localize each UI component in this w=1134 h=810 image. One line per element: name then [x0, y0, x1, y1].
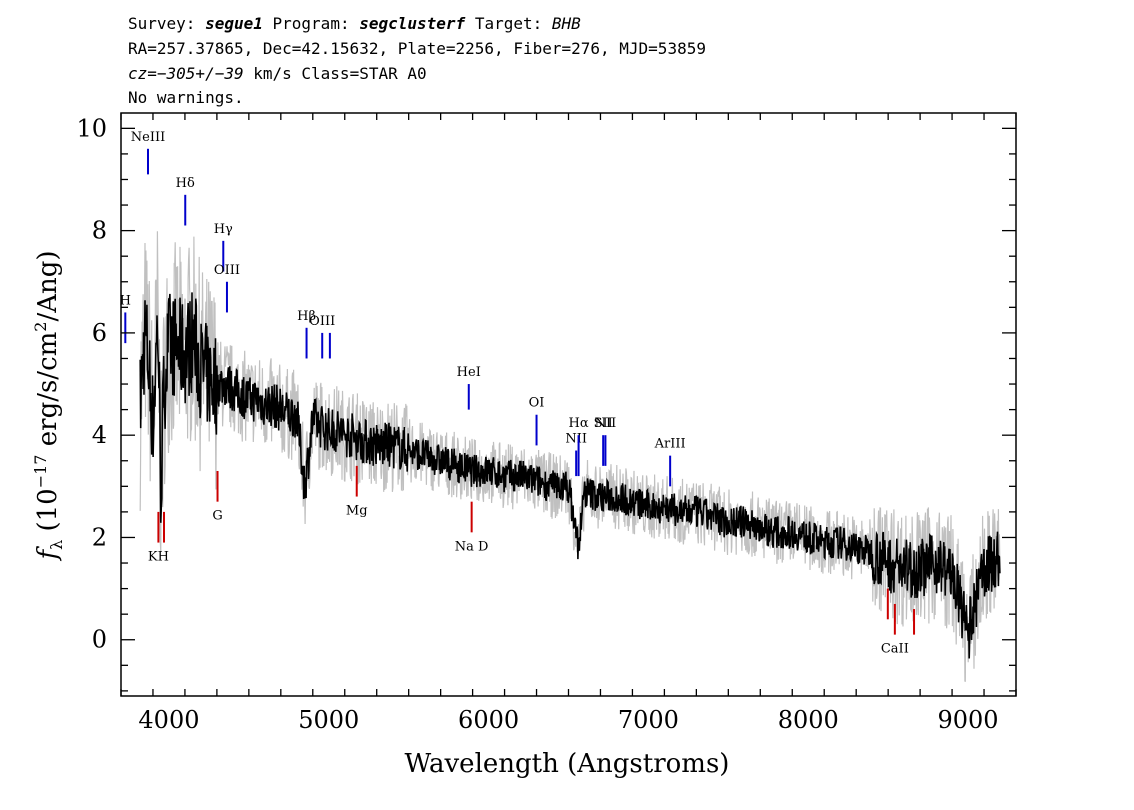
header-line3: cz=−305+/−39 km/s Class=STAR A0: [128, 64, 427, 83]
x-axis-title: Wavelength (Angstroms): [405, 749, 730, 779]
header-line4: No warnings.: [128, 88, 244, 107]
line-label-19: Na D: [455, 539, 489, 554]
flux-line: [139, 292, 1001, 659]
y-axis-title-sub: λ: [47, 540, 66, 550]
line-label-3: OIII: [214, 263, 240, 278]
x-tick-label-5000: 5000: [298, 706, 359, 734]
line-label-9: OI: [529, 396, 545, 411]
line-label-5: Hβ: [297, 309, 316, 324]
header: Survey: segue1 Program: segclusterf Targ…: [128, 14, 706, 107]
x-tick-label-7000: 7000: [618, 706, 679, 734]
y-tick-label-6: 6: [92, 319, 107, 347]
line-label-2: Hγ: [214, 222, 233, 237]
y-axis-title-end: /Ang): [33, 250, 63, 321]
line-label-13: NII: [595, 416, 617, 431]
line-label-12: SII: [594, 416, 613, 431]
line-label-14: ArIII: [654, 437, 686, 452]
header-line2: RA=257.37865, Dec=42.15632, Plate=2256, …: [128, 39, 706, 58]
y-tick-label-8: 8: [92, 217, 107, 245]
line-label-1: Hδ: [176, 176, 195, 191]
header-line1: Survey: segue1 Program: segclusterf Targ…: [128, 14, 581, 33]
line-label-10: NII: [565, 432, 587, 447]
line-label-0: NeIII: [131, 130, 165, 145]
y-axis-title: fλ (10−17 erg/s/cm2/Ang): [31, 250, 66, 561]
y-axis-title-sq: 2: [31, 322, 50, 332]
line-label-11: Hα: [569, 416, 589, 431]
line-label-20: CaII: [881, 642, 909, 657]
x-tick-label-4000: 4000: [138, 706, 199, 734]
line-label-8: HeI: [457, 365, 481, 380]
line-label-17: G: [212, 509, 222, 524]
y-axis-title-rest: (10: [33, 488, 63, 540]
y-tick-label-10: 10: [76, 114, 107, 142]
y-axis-title-units: erg/s/cm: [33, 332, 63, 455]
x-tick-label-6000: 6000: [458, 706, 519, 734]
y-tick-label-2: 2: [92, 523, 107, 551]
x-tick-label-8000: 8000: [778, 706, 839, 734]
y-tick-label-4: 4: [92, 421, 107, 449]
x-tick-label-9000: 9000: [938, 706, 999, 734]
line-label-15: KH: [148, 550, 169, 565]
y-axis-title-exp: −17: [31, 455, 50, 489]
y-tick-label-0: 0: [92, 626, 107, 654]
line-label-6: OIII: [309, 314, 335, 329]
line-label-18: Mg: [346, 504, 368, 519]
line-label-4: H: [120, 293, 131, 308]
error-band: [139, 231, 1001, 683]
